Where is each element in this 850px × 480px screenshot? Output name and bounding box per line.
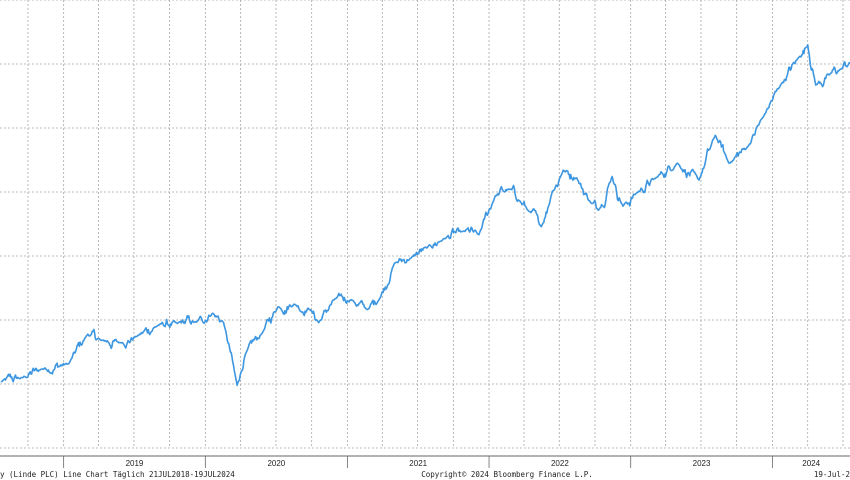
x-axis-labels: 2019 2020 2021 2022 2023 2024 [63,456,821,468]
chart-grid [0,0,850,449]
footer-left-text: y (Linde PLC) Line Chart Täglich 21JUL20… [0,470,235,479]
x-tick-label: 2021 [409,459,427,468]
x-tick-label: 2022 [551,459,569,468]
footer-date-text: 19-Jul-2 [814,470,850,479]
x-tick-label: 2020 [267,459,285,468]
x-tick-label: 2019 [126,459,144,468]
x-tick-label: 2023 [693,459,711,468]
x-tick-label: 2024 [802,459,820,468]
series-line [0,43,850,387]
footer-copyright-text: Copyright© 2024 Bloomberg Finance L.P. [421,470,593,479]
